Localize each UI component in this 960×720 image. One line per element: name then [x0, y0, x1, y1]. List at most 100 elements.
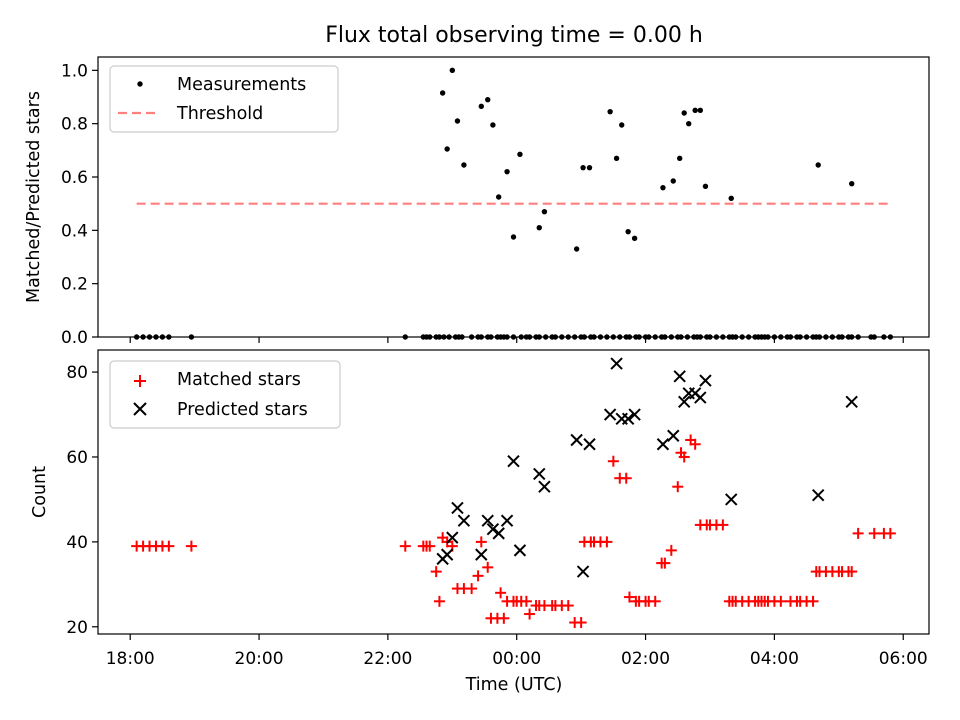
bottom-axis-ticks: 18:00 20:00 22:00 00:00 02:00 04:00 06:00 20 40 6…: [66, 363, 927, 669]
point-predicted-stars: [533, 467, 546, 481]
point-matched-stars: [495, 587, 507, 599]
point-predicted-stars: [457, 514, 471, 527]
point-measurements: [439, 90, 446, 96]
x-tick-label: 06:00: [879, 649, 928, 669]
point-matched-stars: [163, 540, 175, 552]
point-measurements: [728, 195, 734, 202]
point-matched-stars: [524, 608, 536, 620]
point-matched-stars: [659, 557, 671, 569]
point-matched-stars: [498, 612, 510, 624]
top-y-tick-label: 1.0: [61, 61, 88, 81]
point-predicted-stars: [678, 395, 691, 408]
point-measurements: [495, 194, 502, 200]
point-matched-stars: [689, 438, 701, 450]
point-measurements: [517, 151, 523, 158]
point-measurements: [541, 208, 548, 215]
bottom-plot-frame: [97, 349, 930, 635]
point-matched-stars: [852, 527, 864, 539]
bottom-y-axis-label: Count: [30, 466, 50, 518]
point-matched-stars: [846, 566, 858, 578]
point-matched-stars: [185, 540, 197, 552]
point-predicted-stars: [673, 370, 686, 383]
point-measurements: [686, 120, 692, 127]
x-tick-label: 02:00: [621, 649, 670, 669]
point-measurements: [536, 224, 542, 231]
x-tick-label: 20:00: [235, 649, 284, 669]
point-predicted-stars: [583, 438, 596, 451]
top-panel: 0.0 0.2 0.4 0.6 0.8 1.0 Matched/Predicted sta…: [24, 56, 930, 348]
point-measurements: [848, 180, 855, 187]
point-measurements: [660, 184, 666, 191]
point-predicted-stars: [475, 548, 488, 561]
point-matched-stars: [620, 472, 632, 484]
top-plot-frame: [97, 56, 930, 338]
point-measurements: [444, 146, 450, 152]
point-measurements: [613, 155, 620, 162]
point-matched-stars: [623, 591, 635, 603]
point-matched-stars: [575, 617, 587, 629]
point-predicted-stars: [513, 544, 527, 557]
point-predicted-stars: [492, 527, 505, 540]
bottom-panel: 18:00 20:00 22:00 00:00 02:00 04:00 06:00 20 40 6…: [30, 349, 930, 695]
point-matched-stars: [807, 595, 819, 607]
legend-marker-matched-stars: [134, 375, 146, 387]
point-measurements: [510, 234, 517, 240]
point-matched-stars: [424, 540, 436, 552]
point-matched-stars: [475, 536, 487, 548]
top-legend: Measurements Threshold: [109, 65, 339, 133]
point-measurements: [692, 107, 698, 114]
point-measurements: [702, 183, 709, 190]
top-y-tick-label: 0.2: [61, 275, 88, 295]
point-predicted-stars: [481, 514, 494, 527]
x-tick-label: 22:00: [363, 649, 412, 669]
point-matched-stars: [601, 536, 613, 548]
top-y-tick-label: 0.6: [61, 168, 88, 188]
point-measurements: [697, 107, 704, 114]
point-matched-stars: [717, 519, 729, 531]
point-matched-stars: [649, 595, 661, 607]
bottom-points: [131, 357, 896, 629]
point-predicted-stars: [576, 565, 590, 578]
point-measurements: [625, 228, 631, 235]
point-matched-stars: [868, 527, 880, 539]
bottom-legend-box: [109, 360, 341, 429]
point-measurements: [619, 122, 625, 128]
point-predicted-stars: [500, 514, 514, 527]
point-predicted-stars: [621, 412, 635, 425]
chart-title: Flux total observing time = 0.00 h: [325, 23, 703, 48]
x-tick-label: 04:00: [750, 649, 799, 669]
point-predicted-stars: [628, 408, 641, 421]
point-predicted-stars: [440, 548, 454, 561]
top-y-tick-label: 0.0: [61, 328, 88, 348]
legend-label-matched-stars: Matched stars: [177, 370, 301, 390]
point-matched-stars: [672, 481, 684, 493]
point-matched-stars: [607, 455, 619, 467]
top-y-axis-label: Matched/Predicted stars: [24, 91, 44, 303]
point-matched-stars: [466, 583, 478, 595]
x-axis-label: Time (UTC): [465, 675, 563, 695]
point-predicted-stars: [570, 433, 583, 447]
point-measurements: [681, 110, 687, 116]
legend-marker-predicted-stars: [133, 402, 147, 416]
point-matched-stars: [562, 600, 574, 612]
point-measurements: [670, 178, 676, 184]
point-measurements: [607, 108, 613, 115]
point-measurements: [573, 246, 580, 252]
point-measurements: [586, 164, 593, 171]
point-predicted-stars: [507, 455, 520, 468]
point-predicted-stars: [656, 438, 670, 451]
legend-label-measurements: Measurements: [177, 75, 306, 95]
point-measurements: [490, 122, 496, 128]
point-predicted-stars: [725, 493, 738, 506]
point-predicted-stars: [486, 522, 500, 536]
bottom-y-tick-label: 60: [66, 448, 88, 468]
point-predicted-stars: [694, 391, 707, 404]
point-measurements: [631, 235, 638, 242]
point-measurements: [580, 164, 586, 171]
point-matched-stars: [884, 527, 896, 539]
point-predicted-stars: [845, 395, 858, 408]
point-predicted-stars: [811, 488, 825, 502]
top-y-tick-label: 0.4: [61, 221, 88, 241]
point-matched-stars: [472, 570, 484, 582]
